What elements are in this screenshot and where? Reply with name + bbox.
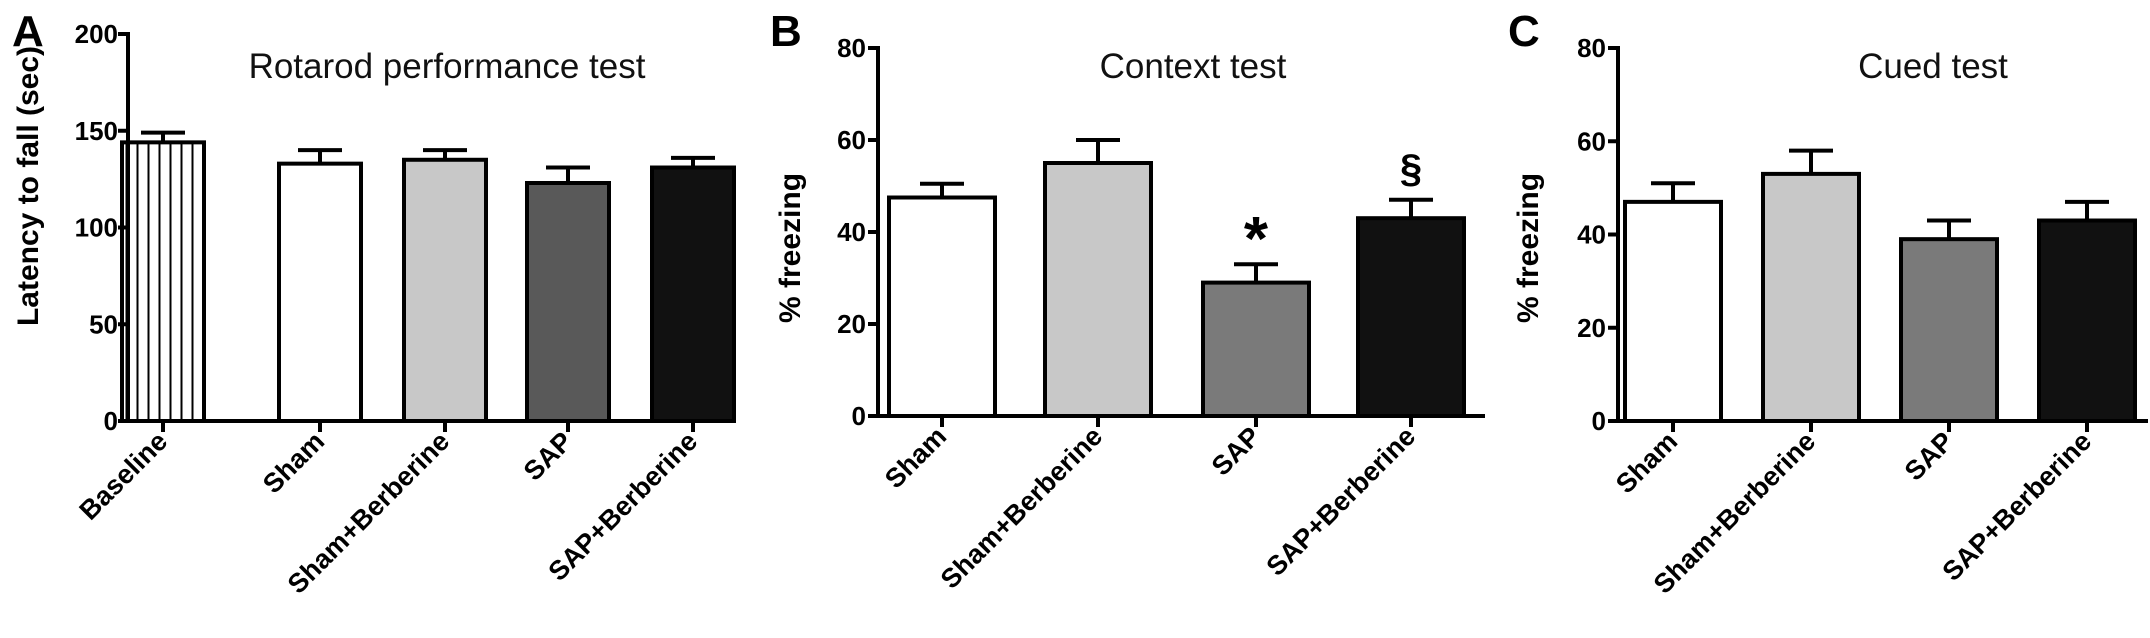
y-tick-label-b-4: 80 [837,33,866,63]
y-tick-label-a-3: 150 [75,116,118,146]
x-tick-label-b-1: Sham+Berberine [935,421,1108,594]
bar-c-1 [1761,171,1861,423]
x-tick-label-c-2: SAP [1899,426,1959,486]
x-tick-label-c-0: Sham [1610,426,1683,499]
panel-c: C Cued test % freezing 020406080ShamSham… [1508,7,2148,600]
y-tick-label-b-2: 40 [837,217,866,247]
bar-b-3 [1356,216,1466,418]
y-tick-label-a-4: 200 [75,19,118,49]
y-tick-label-a-2: 100 [75,213,118,243]
panel-a: A Rotarod performance test Latency to fa… [12,7,736,600]
significance-marker-b-2: * [1244,205,1269,274]
panel-b: B Context test % freezing * § 0 20 40 60 80 Sha… [770,7,1485,595]
y-axis-label-b: % freezing [774,173,807,323]
x-tick-label-b-3: SAP+Berberine [1260,421,1421,582]
bar-a-0 [120,140,206,424]
y-tick-label-a-1: 50 [89,309,118,339]
y-tick-label-c-2: 40 [1577,220,1606,250]
x-tick-label-a-1: Sham [257,426,330,499]
bar-b-1 [1043,161,1153,418]
bar-c-3 [2037,218,2137,423]
y-tick-label-c-1: 20 [1577,313,1606,343]
x-tick-label-b-0: Sham [879,421,952,494]
y-tick-label-c-0: 0 [1592,406,1606,436]
bar-a-2 [402,157,488,423]
chart-title-c: Cued test [1858,47,2008,86]
panel-letter-a: A [12,7,44,56]
y-tick-label-b-0: 0 [852,401,866,431]
x-tick-label-b-2: SAP [1206,421,1266,481]
chart-title-b: Context test [1100,47,1287,86]
x-tick-label-a-0: Baseline [73,426,173,526]
bar-c-2 [1899,237,1999,423]
y-tick-label-c-3: 60 [1577,126,1606,156]
bar-a-3 [525,180,611,423]
bar-a-1 [277,161,363,424]
x-tick-label-c-3: SAP+Berberine [1936,426,2097,587]
bar-b-0 [887,195,997,418]
y-tick-label-b-1: 20 [837,309,866,339]
panel-letter-b: B [770,7,802,56]
bar-c-0 [1623,199,1723,423]
y-axis-label-c: % freezing [1512,173,1545,323]
significance-marker-b-3: § [1400,147,1422,191]
chart-title-a: Rotarod performance test [249,47,646,86]
x-tick-label-a-3: SAP [518,426,578,486]
y-tick-label-c-4: 80 [1577,33,1606,63]
panel-letter-c: C [1508,7,1540,56]
y-tick-label-b-3: 60 [837,125,866,155]
y-axis-label-a: Latency to fall (sec) [12,46,45,326]
bar-a-4 [650,165,736,423]
bar-b-2 [1201,280,1311,418]
y-tick-label-a-0: 0 [104,406,118,436]
